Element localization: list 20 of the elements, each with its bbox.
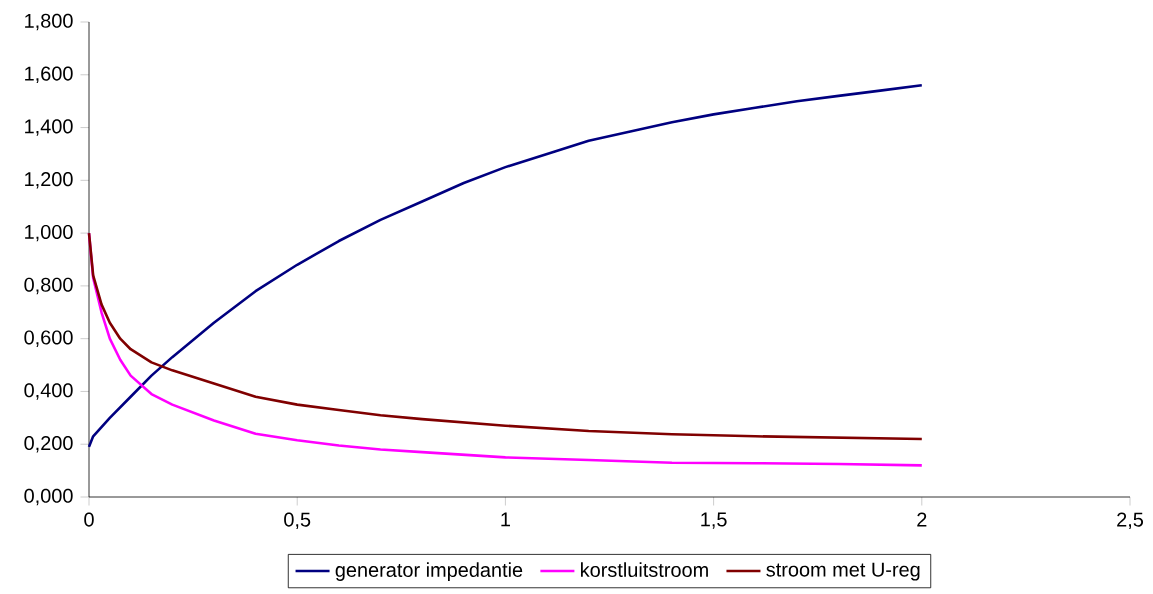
y-tick-label: 1,200: [25, 172, 73, 189]
x-tick-label: 1,5: [701, 512, 727, 529]
y-tick-label: 1,600: [25, 66, 73, 84]
line-series: [87, 84, 924, 449]
y-tick-label: 0,000: [24, 488, 73, 506]
y-tick-label: 0,600: [24, 330, 73, 347]
y-tick-label: 0,200: [24, 436, 73, 453]
x-tick-label: 0,5: [284, 512, 311, 530]
legend-label: stroom met U-reg: [766, 562, 920, 581]
x-tick-label: 2,5: [1117, 512, 1144, 530]
x-tick-label: 2: [917, 512, 927, 527]
y-tick-label: 1,400: [25, 119, 73, 136]
legend-label: generator impedantie: [335, 562, 523, 581]
y-tick-label: 0,400: [24, 383, 73, 400]
y-tick-label: 1,000: [25, 224, 73, 242]
y-tick-label: 1,800: [25, 13, 73, 31]
y-tick-label: 0,800: [24, 277, 73, 295]
x-tick-label: 1: [501, 512, 510, 527]
x-tick-label: 0: [84, 512, 94, 527]
legend-label: korstluitstroom: [581, 562, 708, 577]
